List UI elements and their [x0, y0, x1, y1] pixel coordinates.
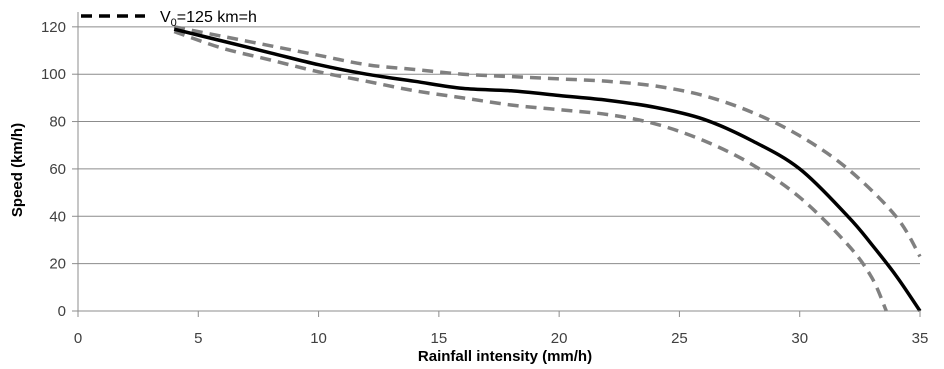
x-tick-label: 5: [194, 330, 202, 347]
series-line-upper-bound: [173, 25, 922, 258]
x-tick-label: 25: [671, 330, 688, 347]
x-tick-labels: 0 5 10 15 20 25 30 35: [74, 330, 929, 347]
x-tick-label: 15: [431, 330, 448, 347]
x-tick-label: 0: [74, 330, 82, 347]
x-tick-label: 20: [551, 330, 568, 347]
y-tick-label: 80: [49, 114, 66, 131]
y-axis-title: Speed (km/h): [9, 123, 26, 217]
axes: [72, 12, 921, 317]
x-tick-label: 35: [912, 330, 929, 347]
series-line-lower-bound: [173, 29, 888, 312]
legend-label: V0=125 km=h: [160, 9, 257, 29]
y-tick-label: 100: [41, 66, 66, 83]
series-line-mean: [173, 27, 922, 312]
y-tick-label: 40: [49, 208, 66, 225]
legend: V0=125 km=h: [81, 9, 257, 29]
y-tick-label: 20: [49, 256, 66, 273]
y-tick-labels: 0 20 40 60 80 100 120: [41, 19, 66, 320]
series-lines: [173, 25, 922, 312]
x-tick-label: 30: [791, 330, 808, 347]
y-tick-label: 0: [58, 303, 66, 320]
gridlines: [78, 26, 920, 265]
y-tick-label: 120: [41, 19, 66, 36]
y-tick-label: 60: [49, 161, 66, 178]
x-tick-label: 10: [310, 330, 327, 347]
x-axis-title: Rainfall intensity (mm/h): [418, 348, 592, 365]
